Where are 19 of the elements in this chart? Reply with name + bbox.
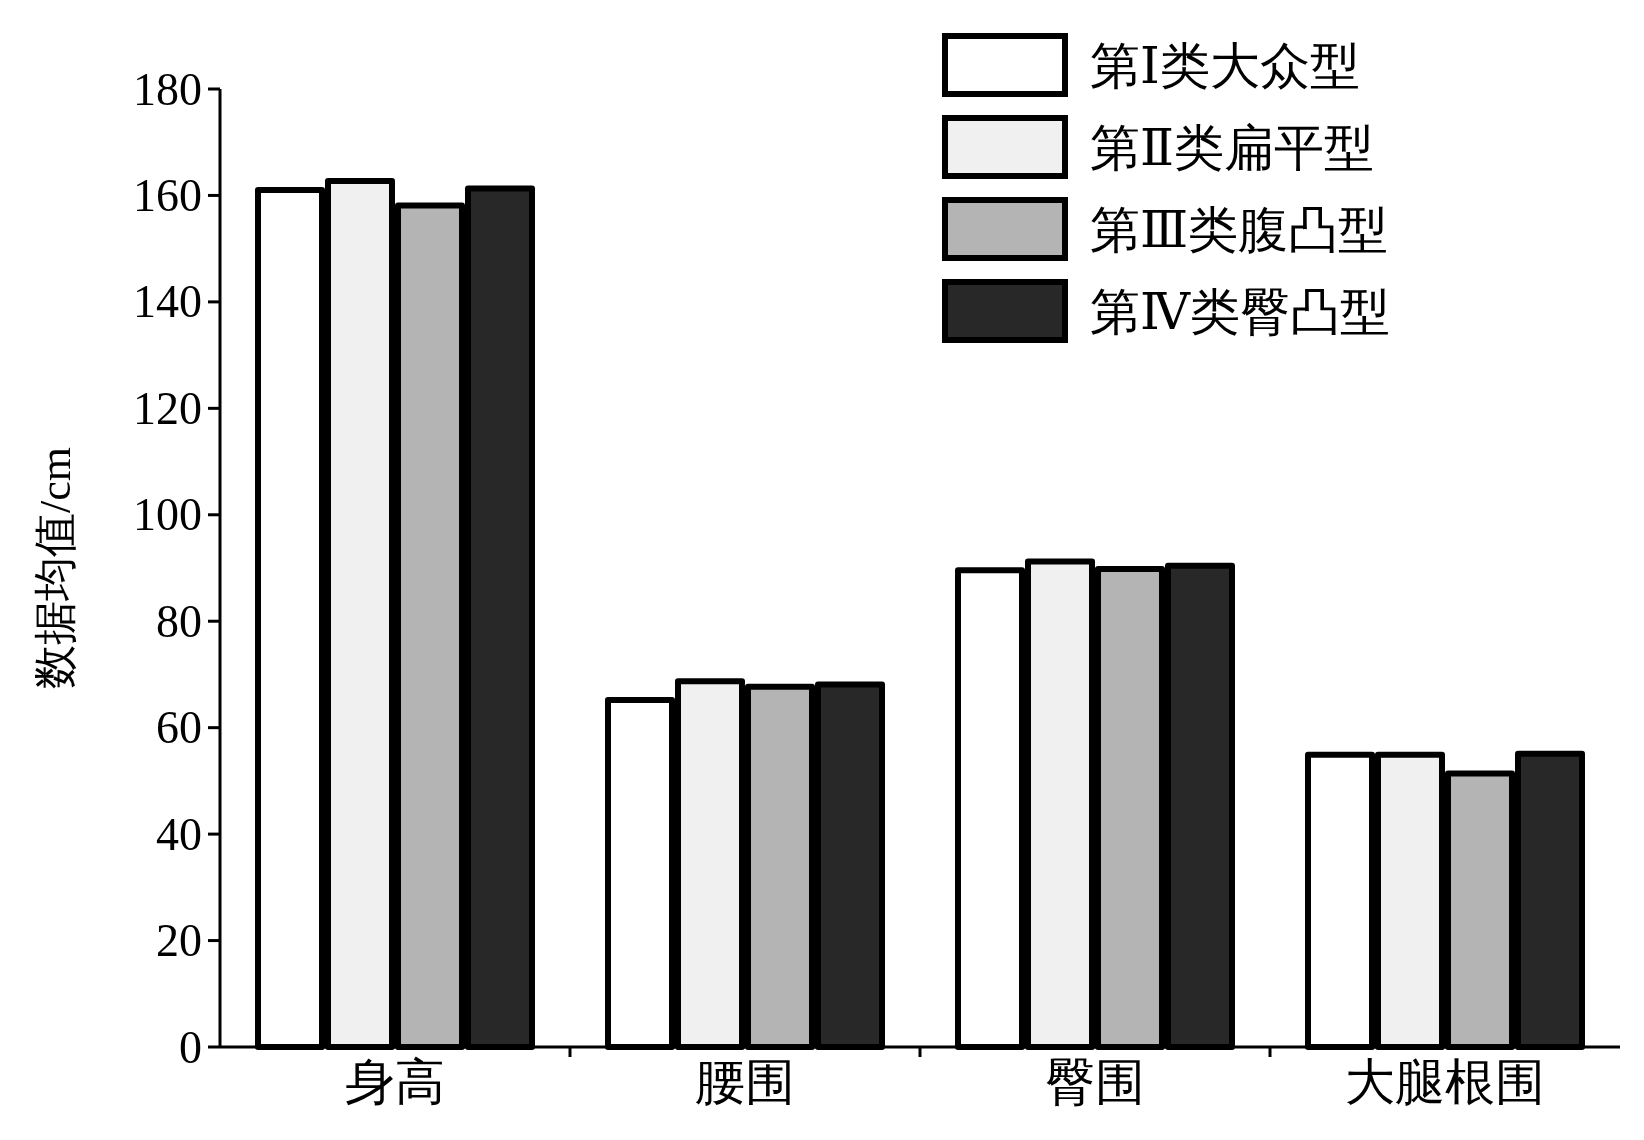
y-tick-label: 120 xyxy=(133,382,202,434)
y-tick-label: 20 xyxy=(156,915,202,967)
legend-label: 第Ⅳ类臀凸型 xyxy=(1090,284,1390,340)
y-tick-label: 160 xyxy=(133,169,202,221)
y-tick-label: 180 xyxy=(133,63,202,115)
y-tick-label: 60 xyxy=(156,702,202,754)
y-tick-label: 140 xyxy=(133,276,202,328)
y-tick-label: 80 xyxy=(156,595,202,647)
legend-label: 第Ⅲ类腹凸型 xyxy=(1090,202,1389,258)
x-tick-label: 腰围 xyxy=(695,1054,795,1110)
x-tick-label: 臀围 xyxy=(1045,1054,1145,1110)
x-tick-label: 大腿根围 xyxy=(1345,1054,1545,1110)
x-tick-label: 身高 xyxy=(345,1054,445,1110)
y-axis-title: 数据均值/cm xyxy=(31,447,80,689)
legend-label: 第Ⅱ类扁平型 xyxy=(1090,120,1374,176)
y-tick-label: 100 xyxy=(133,489,202,541)
legend-label: 第Ⅰ类大众型 xyxy=(1090,38,1360,94)
y-tick-label: 0 xyxy=(179,1021,202,1073)
y-tick-label: 40 xyxy=(156,808,202,860)
